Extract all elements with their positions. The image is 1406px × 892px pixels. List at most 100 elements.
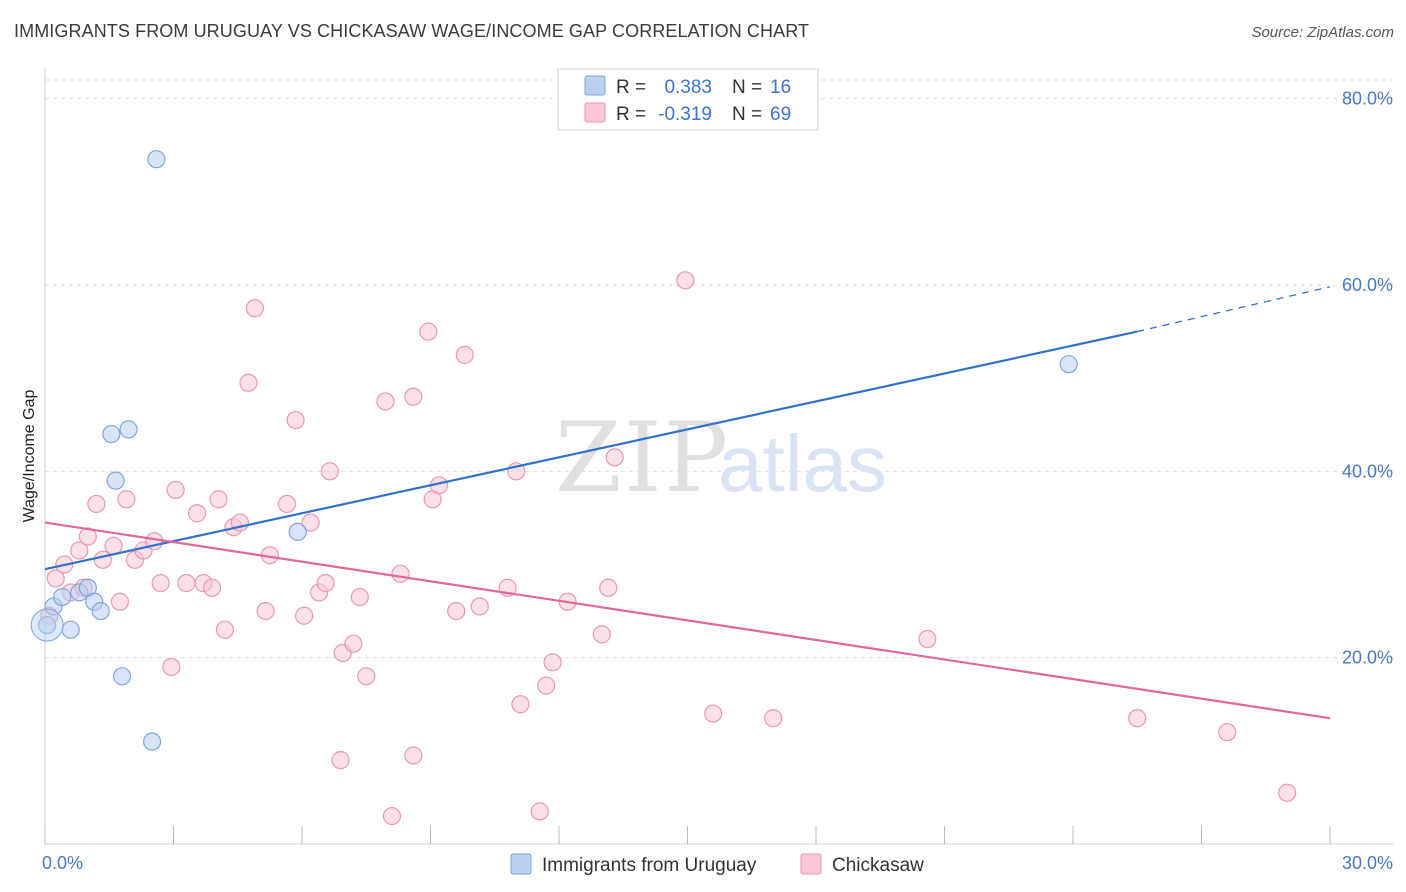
- chickasaw-point: [295, 606, 314, 625]
- chickasaw-point: [676, 271, 695, 290]
- legend-n-label-1: N =: [732, 77, 762, 98]
- uruguay-point: [102, 424, 121, 444]
- uruguay-point: [288, 522, 307, 541]
- uruguay-point: [147, 150, 166, 169]
- series-legend-label-uruguay: Immigrants from Uruguay: [542, 855, 757, 876]
- y-tick-label: 40.0%: [1342, 461, 1393, 481]
- chickasaw-point: [87, 494, 106, 514]
- chickasaw-trend-line: [44, 521, 1331, 720]
- chickasaw-point: [187, 504, 207, 523]
- y-axis-title: Wage/Income Gap: [21, 390, 38, 523]
- chickasaw-point: [70, 541, 89, 560]
- chickasaw-point: [1278, 783, 1297, 802]
- chickasaw-point: [357, 667, 376, 686]
- y-tick-label: 80.0%: [1342, 89, 1393, 109]
- chickasaw-point: [350, 587, 369, 607]
- legend-n-label-2: N =: [732, 104, 762, 125]
- chickasaw-point: [177, 574, 196, 593]
- uruguay-point: [61, 620, 80, 639]
- legend-swatch-chickasaw: [584, 102, 606, 123]
- series-legend-label-chickasaw: Chickasaw: [832, 855, 924, 876]
- correlation-legend: R = 0.383 N = 16 R = -0.319 N = 69: [557, 68, 819, 131]
- uruguay-point: [106, 471, 125, 490]
- legend-r-label-1: R =: [616, 77, 646, 98]
- legend-n-value-1: 16: [770, 77, 791, 98]
- chart-source: Source: ZipAtlas.com: [1251, 24, 1394, 41]
- chickasaw-point: [320, 462, 339, 481]
- series-legend: Immigrants from Uruguay Chickasaw: [510, 853, 924, 876]
- chickasaw-point: [277, 494, 297, 514]
- legend-r-value-2: -0.319: [658, 104, 712, 125]
- legend-swatch-uruguay: [584, 75, 606, 96]
- chickasaw-point: [202, 578, 222, 597]
- trend-lines: [44, 286, 1331, 720]
- chickasaw-point: [704, 704, 723, 723]
- chickasaw-point: [382, 806, 402, 826]
- chickasaw-point: [1128, 709, 1147, 728]
- chickasaw-point: [537, 676, 556, 695]
- chickasaw-point: [447, 601, 466, 621]
- chickasaw-point: [256, 601, 275, 621]
- legend-n-value-2: 69: [770, 104, 791, 125]
- chickasaw-point: [918, 629, 937, 649]
- chickasaw-point: [316, 574, 335, 593]
- chickasaw-point: [391, 564, 410, 583]
- uruguay-point: [112, 667, 132, 686]
- chickasaw-point: [286, 410, 305, 430]
- chickasaw-point: [93, 550, 112, 569]
- x-tick-label: 30.0%: [1342, 853, 1393, 873]
- chickasaw-point: [455, 345, 474, 364]
- grid-layer: [45, 79, 1393, 659]
- chickasaw-point: [605, 448, 624, 467]
- uruguay-trend-line: [44, 330, 1138, 571]
- series-legend-swatch-chickasaw: [800, 853, 822, 875]
- watermark-zip: ZIP: [555, 402, 730, 514]
- chickasaw-point: [1218, 723, 1237, 742]
- chickasaw-point: [209, 490, 228, 509]
- chickasaw-point: [764, 709, 783, 728]
- chickasaw-point: [151, 574, 170, 593]
- series-legend-swatch-uruguay: [510, 853, 532, 875]
- axis-layer: 20.0% 40.0% 60.0% 80.0% 0.0% 30.0%: [42, 68, 1393, 873]
- chickasaw-point: [331, 751, 350, 770]
- chickasaw-point: [215, 620, 234, 639]
- chickasaw-point: [599, 578, 618, 597]
- chickasaw-point: [162, 657, 181, 677]
- watermark-atlas: atlas: [718, 419, 887, 508]
- chickasaw-point: [470, 597, 489, 616]
- watermark: ZIP atlas: [555, 402, 887, 514]
- chickasaw-point: [104, 536, 123, 555]
- uruguay-points: [30, 150, 1078, 751]
- legend-r-value-1: 0.383: [664, 77, 712, 98]
- chickasaw-point: [110, 592, 130, 611]
- chickasaw-point: [419, 322, 438, 341]
- chickasaw-point: [301, 513, 320, 532]
- uruguay-point: [1059, 355, 1078, 374]
- x-tick-label: 0.0%: [42, 853, 83, 873]
- chickasaw-point: [404, 387, 423, 406]
- uruguay-point: [142, 732, 162, 751]
- uruguay-point: [53, 587, 72, 607]
- chickasaw-point: [117, 490, 136, 509]
- chickasaw-point: [511, 695, 530, 714]
- chickasaw-point: [344, 634, 363, 653]
- legend-r-label-2: R =: [616, 104, 646, 125]
- chart-title: IMMIGRANTS FROM URUGUAY VS CHICKASAW WAG…: [14, 21, 810, 41]
- uruguay-point: [91, 601, 110, 621]
- chickasaw-points: [40, 271, 1297, 826]
- y-tick-label: 60.0%: [1342, 275, 1393, 295]
- uruguay-point: [38, 615, 57, 635]
- chickasaw-point: [530, 802, 549, 821]
- chickasaw-point: [166, 480, 185, 500]
- chickasaw-point: [376, 392, 395, 411]
- chickasaw-point: [592, 625, 611, 644]
- y-tick-label: 20.0%: [1342, 648, 1393, 668]
- chickasaw-point: [245, 299, 264, 318]
- chickasaw-point: [404, 746, 423, 765]
- chickasaw-point: [239, 373, 258, 392]
- uruguay-point-large: [30, 608, 64, 642]
- chickasaw-point: [46, 569, 65, 588]
- chickasaw-point: [543, 653, 562, 672]
- uruguay-trend-extension: [1137, 286, 1331, 333]
